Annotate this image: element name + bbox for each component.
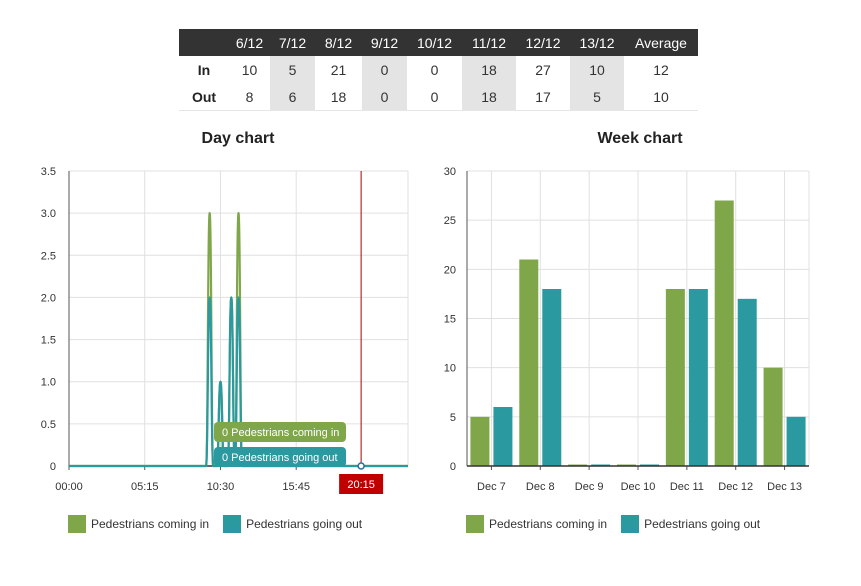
table-cell: 10 <box>241 61 258 78</box>
table-cell: 10 <box>624 83 698 111</box>
week-y-tick-label: 10 <box>444 363 456 375</box>
week-y-tick-label: 5 <box>450 412 456 424</box>
day-x-tick-label: 05:15 <box>131 481 159 493</box>
row-label: In <box>197 61 211 78</box>
legend-label-out: Pedestrians going out <box>246 517 363 531</box>
week-bar-in <box>470 416 490 466</box>
table-cell: 10 <box>570 56 624 83</box>
week-x-tick-label: Dec 13 <box>767 481 802 493</box>
week-chart-title: Week chart <box>597 130 683 147</box>
week-bar-out <box>786 416 806 466</box>
legend-swatch-in <box>68 515 86 533</box>
week-x-tick-label: Dec 9 <box>575 481 604 493</box>
day-chart-title: Day chart <box>201 130 275 147</box>
table-cell: 0 <box>407 83 462 111</box>
week-y-tick-label: 25 <box>444 215 456 227</box>
day-tooltip-in-text: 0 Pedestrians coming in <box>222 427 339 439</box>
table-header-cell: 13/12 <box>570 29 624 56</box>
week-x-tick-label: Dec 8 <box>526 481 555 493</box>
day-y-tick-label: 3.0 <box>41 208 56 220</box>
table-cell: 12 <box>653 61 669 78</box>
table-header-cell <box>179 29 229 56</box>
table-header-cell: Average <box>624 29 698 56</box>
week-bar-out <box>542 289 562 466</box>
day-y-tick-label: 2.5 <box>41 250 56 262</box>
day-y-tick-label: 1.0 <box>41 377 56 389</box>
table-header-cell: 11/12 <box>462 29 516 56</box>
week-x-tick-label: Dec 12 <box>718 481 753 493</box>
legend-item-in[interactable]: Pedestrians coming in <box>466 515 607 533</box>
row-label: Out <box>179 83 229 111</box>
legend-label-in: Pedestrians coming in <box>489 517 608 531</box>
table-cell: 18 <box>462 83 516 111</box>
day-y-tick-label: 0.5 <box>41 419 56 431</box>
day-x-tick-label: 10:30 <box>207 481 235 493</box>
table-cell: 21 <box>330 61 347 78</box>
week-x-tick-label: Dec 11 <box>670 481 704 493</box>
day-marker-label: 20:15 <box>347 479 375 491</box>
table-header-cell: 8/12 <box>315 29 362 56</box>
table-cell: 17 <box>516 83 570 111</box>
legend-item-in[interactable]: Pedestrians coming in <box>68 515 209 533</box>
table-cell: 0 <box>362 56 407 83</box>
week-chart-legend: Pedestrians coming in Pedestrians going … <box>466 515 774 533</box>
table-header-cell: 6/12 <box>229 29 270 56</box>
day-x-tick-label: 00:00 <box>55 481 83 493</box>
table-cell: 6 <box>270 83 315 111</box>
day-tooltip-out-text: 0 Pedestrians going out <box>222 452 338 464</box>
legend-swatch-out <box>223 515 242 533</box>
table-cell: 0 <box>430 61 439 78</box>
table-header-row: 6/12 7/12 8/12 9/12 10/12 11/12 12/12 13… <box>179 29 698 56</box>
table-cell: 18 <box>315 83 362 111</box>
table-header-cell: 7/12 <box>270 29 315 56</box>
day-y-tick-label: 0 <box>50 461 56 473</box>
day-y-tick-label: 2.0 <box>41 292 56 304</box>
legend-item-out[interactable]: Pedestrians going out <box>621 515 760 533</box>
day-tooltip-out <box>214 447 346 467</box>
week-bar-out <box>493 407 513 466</box>
day-marker-badge <box>339 474 384 494</box>
table-header-cell: 9/12 <box>362 29 407 56</box>
legend-label-in: Pedestrians coming in <box>91 517 210 531</box>
table-cell: 0 <box>362 83 407 111</box>
week-x-tick-label: Dec 7 <box>477 481 506 493</box>
legend-swatch-in <box>466 515 484 533</box>
table-header-cell: 12/12 <box>516 29 570 56</box>
week-bar-in <box>763 367 783 466</box>
legend-item-out[interactable]: Pedestrians going out <box>223 515 362 533</box>
table-cell: 8 <box>229 83 270 111</box>
week-x-tick-label: Dec 10 <box>621 481 656 493</box>
table-cell: 5 <box>570 83 624 111</box>
legend-label-out: Pedestrians going out <box>644 517 761 531</box>
day-tooltip-in <box>214 422 346 442</box>
summary-table: 6/12 7/12 8/12 9/12 10/12 11/12 12/12 13… <box>179 29 698 111</box>
day-marker-point <box>357 462 365 470</box>
week-bar-out <box>688 289 708 466</box>
table-cell: 18 <box>462 56 516 83</box>
week-y-tick-label: 15 <box>444 314 456 326</box>
day-y-tick-label: 1.5 <box>41 335 56 347</box>
day-y-tick-label: 3.5 <box>41 166 56 178</box>
day-chart-legend: Pedestrians coming in Pedestrians going … <box>68 515 376 533</box>
table-row: In 10 5 21 0 0 18 27 10 12 <box>179 56 698 83</box>
day-x-tick-label: 15:45 <box>282 481 310 493</box>
table-cell: 5 <box>270 56 315 83</box>
table-cell: 27 <box>535 61 551 78</box>
week-y-tick-label: 30 <box>444 166 456 178</box>
table-header-cell: 10/12 <box>407 29 462 56</box>
week-bar-out <box>737 298 757 466</box>
legend-swatch-out <box>621 515 640 533</box>
week-bar-in <box>665 289 685 466</box>
week-bar-in <box>714 200 734 466</box>
week-y-tick-label: 20 <box>444 264 456 276</box>
week-y-tick-label: 0 <box>450 461 456 473</box>
week-bar-in <box>519 259 539 466</box>
table-row: Out 8 6 18 0 0 18 17 5 10 <box>179 83 698 111</box>
